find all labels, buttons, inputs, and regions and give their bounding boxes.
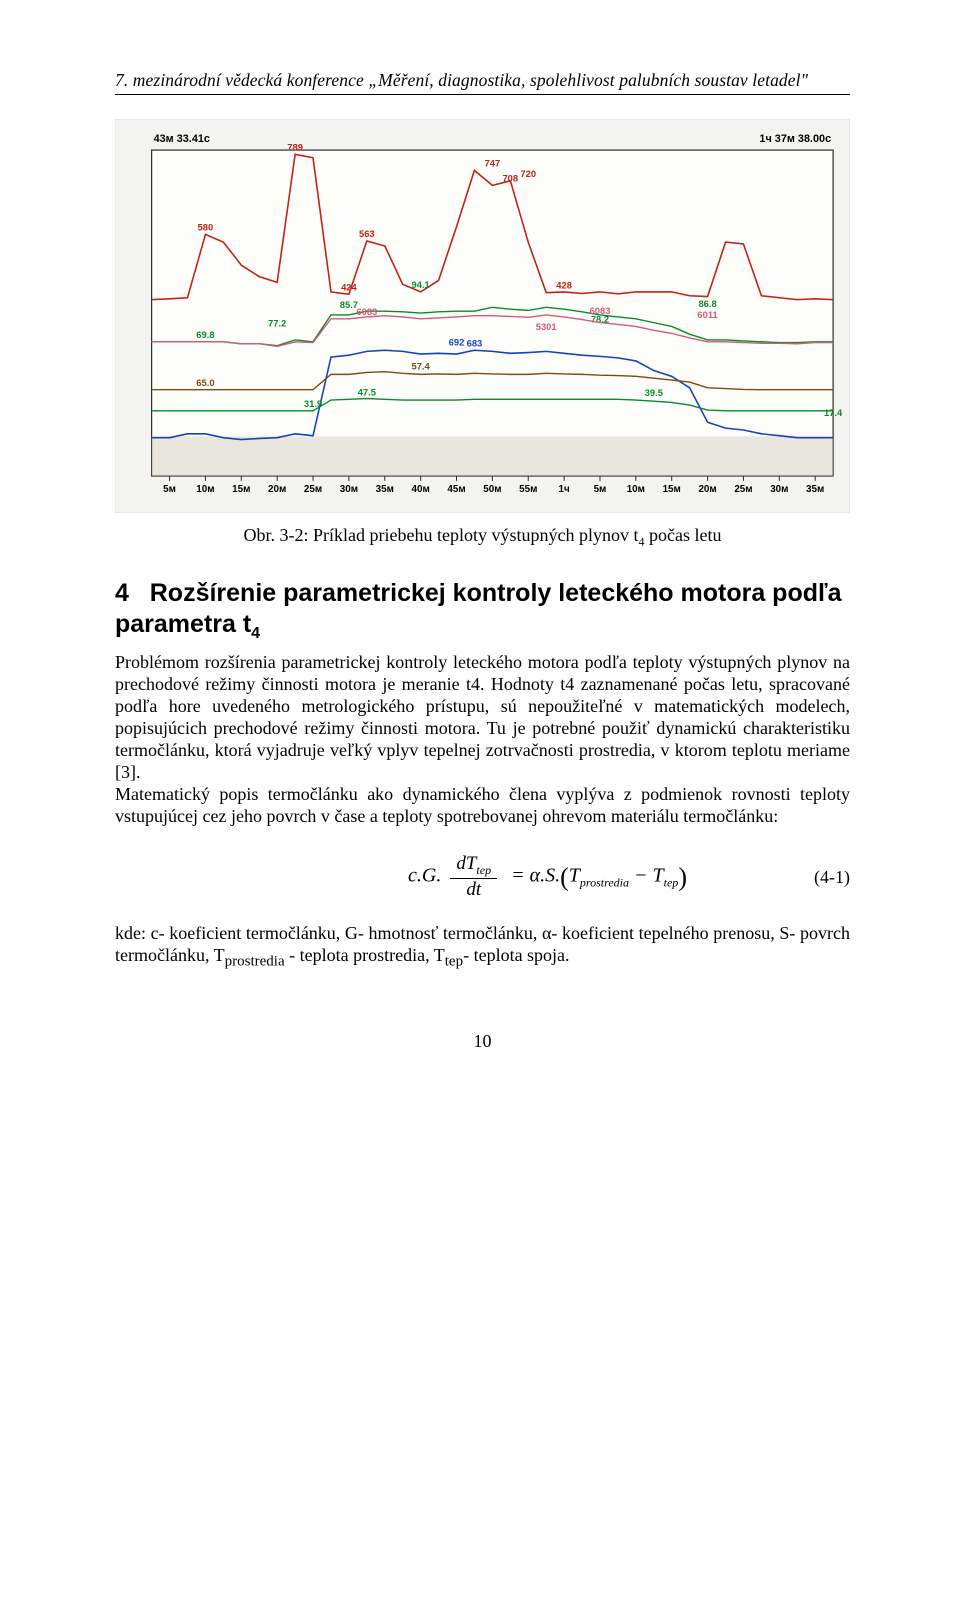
eq-c: c xyxy=(408,865,417,887)
svg-text:5м: 5м xyxy=(163,484,176,495)
p3-end: - teplota spoja. xyxy=(463,945,569,965)
section-heading: 4 Rozšírenie parametrickej kontroly lete… xyxy=(115,578,850,644)
p3-sub2: tep xyxy=(445,954,463,970)
svg-text:10м: 10м xyxy=(627,484,645,495)
svg-text:30м: 30м xyxy=(340,484,358,495)
section-number: 4 xyxy=(115,579,129,607)
svg-text:15м: 15м xyxy=(663,484,681,495)
svg-text:580: 580 xyxy=(198,222,214,232)
svg-text:30м: 30м xyxy=(770,484,788,495)
svg-text:708: 708 xyxy=(502,173,518,183)
header-rule xyxy=(115,94,850,95)
equation: c.G. dTtep dt = α.S.(Tprostredia − Ttep) xyxy=(325,853,770,901)
eq-alphaS: α.S. xyxy=(530,865,561,887)
eq-Tpro-sub: prostredia xyxy=(580,876,629,890)
eq-minus: − xyxy=(629,865,653,887)
svg-text:43м 33.41с: 43м 33.41с xyxy=(154,133,210,145)
svg-text:789: 789 xyxy=(287,142,303,152)
p3-mid: - teplota prostredia, T xyxy=(285,945,445,965)
svg-text:692: 692 xyxy=(449,338,465,348)
svg-text:563: 563 xyxy=(359,229,375,239)
svg-text:55м: 55м xyxy=(519,484,537,495)
p3-sub1: prostredia xyxy=(225,954,285,970)
svg-text:1ч: 1ч xyxy=(559,484,570,495)
svg-text:50м: 50м xyxy=(483,484,501,495)
svg-text:20м: 20м xyxy=(698,484,716,495)
svg-text:720: 720 xyxy=(520,169,536,179)
svg-text:65.0: 65.0 xyxy=(196,378,214,388)
eq-Tpro: T xyxy=(569,865,580,887)
equation-row: c.G. dTtep dt = α.S.(Tprostredia − Ttep)… xyxy=(115,853,850,901)
svg-text:39.5: 39.5 xyxy=(645,388,663,398)
section-title: Rozšírenie parametrickej kontroly leteck… xyxy=(115,579,842,638)
svg-text:77.2: 77.2 xyxy=(268,318,286,328)
svg-text:5301: 5301 xyxy=(536,322,557,332)
caption-prefix: Obr. 3-2: Príklad priebehu teploty výstu… xyxy=(244,525,639,545)
caption-suffix: počas letu xyxy=(644,525,721,545)
svg-text:25м: 25м xyxy=(734,484,752,495)
svg-text:683: 683 xyxy=(467,338,483,348)
svg-text:10м: 10м xyxy=(196,484,214,495)
svg-text:17.4: 17.4 xyxy=(824,408,843,418)
svg-text:45м: 45м xyxy=(447,484,465,495)
svg-text:35м: 35м xyxy=(806,484,824,495)
paragraph-2: Matematický popis termočlánku ako dynami… xyxy=(115,784,850,828)
eq-Ttep: T xyxy=(653,865,664,887)
svg-text:20м: 20м xyxy=(268,484,286,495)
svg-text:6083: 6083 xyxy=(590,306,611,316)
paragraph-1: Problémom rozšírenia parametrickej kontr… xyxy=(115,652,850,784)
page-number: 10 xyxy=(115,1031,850,1052)
section-title-sub: 4 xyxy=(251,625,260,642)
equation-number: (4-1) xyxy=(770,867,850,888)
svg-text:31.9: 31.9 xyxy=(304,399,322,409)
svg-text:15м: 15м xyxy=(232,484,250,495)
svg-text:25м: 25м xyxy=(304,484,322,495)
running-header: 7. mezinárodní vědecká konference „Měřen… xyxy=(115,70,850,91)
eq-dT: dT xyxy=(456,853,476,874)
svg-text:86.8: 86.8 xyxy=(698,299,716,309)
svg-text:428: 428 xyxy=(556,281,572,291)
svg-text:35м: 35м xyxy=(376,484,394,495)
eq-Ttep-sub: tep xyxy=(664,876,679,890)
svg-text:94.1: 94.1 xyxy=(412,280,430,290)
eq-G: G xyxy=(422,865,436,887)
telemetry-chart: 5м 10м 15м 20м 25м 30м 35м 40м 45м 50м 55м 1ч 5м 10м 1… xyxy=(115,119,850,513)
svg-text:6011: 6011 xyxy=(697,310,717,320)
svg-text:6083: 6083 xyxy=(356,307,377,317)
svg-text:57.4: 57.4 xyxy=(412,361,431,371)
figure-caption: Obr. 3-2: Príklad priebehu teploty výstu… xyxy=(115,525,850,550)
svg-text:40м: 40м xyxy=(412,484,430,495)
eq-dt: dt xyxy=(450,879,497,901)
svg-text:69.8: 69.8 xyxy=(196,330,214,340)
svg-text:85.7: 85.7 xyxy=(340,300,358,310)
svg-text:5м: 5м xyxy=(594,484,607,495)
eq-dT-sub: tep xyxy=(476,863,491,877)
chart-svg: 5м 10м 15м 20м 25м 30м 35м 40м 45м 50м 55м 1ч 5м 10м 1… xyxy=(122,126,843,506)
paragraph-3: kde: c- koeficient termočlánku, G- hmotn… xyxy=(115,923,850,971)
svg-text:47.5: 47.5 xyxy=(358,387,376,397)
svg-text:747: 747 xyxy=(485,158,501,168)
svg-text:1ч 37м 38.00с: 1ч 37м 38.00с xyxy=(759,133,831,145)
svg-text:424: 424 xyxy=(341,282,357,292)
